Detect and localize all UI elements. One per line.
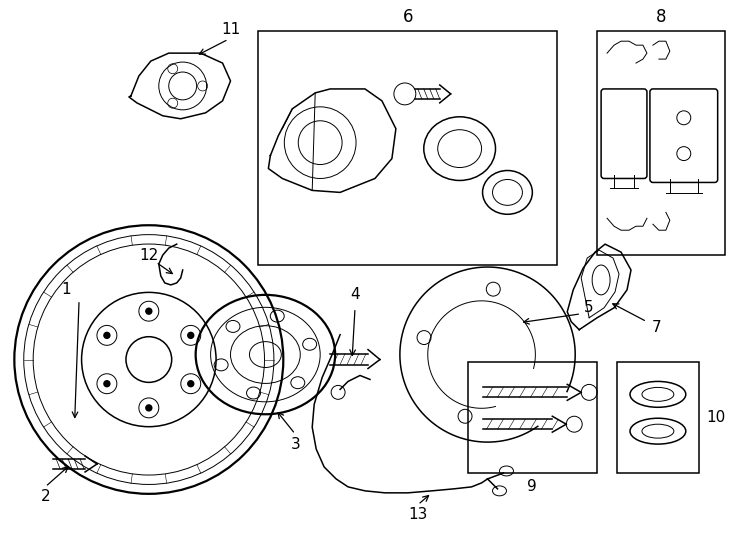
Text: 5: 5 (584, 300, 594, 315)
Bar (468, 361, 597, 473)
Bar (258, 31, 557, 265)
Circle shape (188, 381, 194, 387)
Bar (617, 361, 699, 473)
Text: 12: 12 (139, 247, 159, 262)
Text: 4: 4 (350, 287, 360, 302)
Bar (597, 31, 724, 255)
Text: 11: 11 (221, 22, 240, 37)
Circle shape (146, 308, 152, 314)
Text: 8: 8 (655, 8, 666, 26)
Circle shape (188, 333, 194, 339)
Circle shape (146, 405, 152, 411)
Text: 13: 13 (408, 507, 427, 522)
Text: 7: 7 (652, 320, 662, 335)
Text: 1: 1 (62, 282, 71, 298)
Text: 6: 6 (402, 8, 413, 26)
Circle shape (104, 381, 110, 387)
Circle shape (104, 333, 110, 339)
Text: 10: 10 (707, 410, 726, 425)
Text: 2: 2 (40, 489, 50, 504)
Text: 3: 3 (291, 437, 300, 451)
Text: 9: 9 (528, 480, 537, 495)
